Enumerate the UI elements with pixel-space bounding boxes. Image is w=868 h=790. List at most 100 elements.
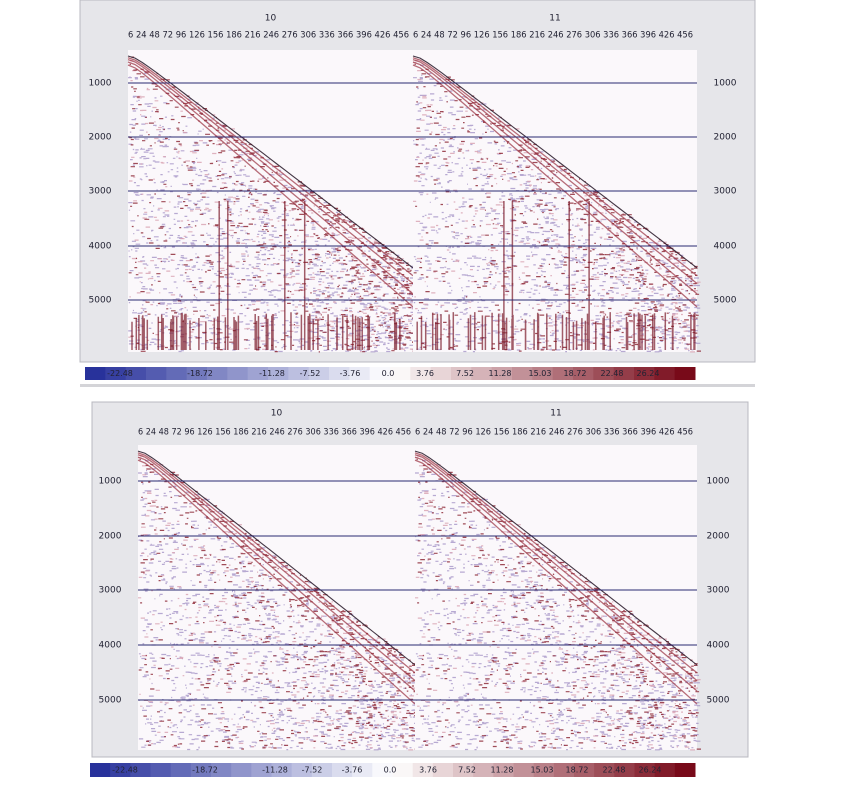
colorbar-swatch	[513, 763, 535, 777]
seismic-event	[414, 450, 698, 666]
colorbar-swatch	[493, 763, 514, 777]
colorbar-label: 22.48	[601, 369, 624, 378]
seismic-event	[412, 58, 698, 285]
seismic-event	[414, 459, 698, 705]
colorbar-swatch	[349, 367, 371, 380]
colorbar-label: 3.76	[416, 369, 434, 378]
depth-label: 3000	[707, 586, 730, 596]
colorbar-label: -22.48	[107, 369, 133, 378]
colorbar-label: -3.76	[340, 369, 361, 378]
colorbar-swatch	[369, 367, 391, 380]
colorbar-swatch	[471, 367, 493, 380]
gather-label: 10	[271, 409, 283, 419]
noise-stripes	[131, 201, 401, 350]
seismic-event	[414, 456, 698, 692]
colorbar-swatch	[512, 367, 533, 380]
colorbar-swatch	[186, 367, 208, 380]
depth-label: 4000	[89, 242, 112, 252]
depth-label: 3000	[89, 187, 112, 197]
colorbar-swatch	[291, 763, 313, 777]
colorbar-swatch	[674, 367, 696, 380]
depth-label: 3000	[714, 187, 737, 197]
offset-labels: 6 24 48 72 96 126 156 186 216 246 276 30…	[128, 31, 409, 41]
offset-labels: 6 24 48 72 96 126 156 186 216 246 276 30…	[413, 31, 693, 41]
gather-plot	[415, 445, 697, 750]
colorbar-label: 18.72	[566, 766, 589, 775]
colorbar-swatch	[574, 763, 595, 777]
colorbar-swatch	[553, 763, 575, 777]
seismic-texture	[128, 72, 417, 353]
gather-plot	[413, 50, 697, 352]
offset-labels: 6 24 48 72 96 126 156 186 216 246 276 30…	[138, 428, 411, 438]
seismic-event	[412, 64, 698, 308]
colorbar-label: -18.72	[187, 369, 213, 378]
colorbar-swatch	[613, 367, 635, 380]
depth-label: 1000	[707, 477, 730, 487]
depth-label: 4000	[99, 641, 122, 651]
colorbar-swatch	[654, 763, 676, 777]
colorbar-swatch	[170, 763, 192, 777]
colorbar-label: 26.24	[637, 369, 660, 378]
seismic-event	[127, 55, 414, 269]
colorbar-swatch	[552, 367, 574, 380]
seismic-event	[137, 452, 416, 674]
colorbar-swatch	[573, 367, 594, 380]
colorbar-swatch	[146, 367, 167, 380]
colorbar-label: -3.76	[342, 766, 363, 775]
colorbar-swatch	[125, 367, 147, 380]
colorbar-swatch	[90, 763, 111, 777]
colorbar-label: -18.72	[192, 766, 218, 775]
colorbar-swatch	[410, 367, 432, 380]
depth-label: 1000	[89, 79, 112, 89]
seismic-event	[127, 64, 414, 308]
colorbar-swatch	[634, 367, 655, 380]
colorbar-swatch	[268, 367, 289, 380]
gather-label: 11	[549, 14, 560, 24]
seismic-event	[412, 57, 698, 277]
colorbar-swatch	[311, 763, 333, 777]
colorbar-swatch	[654, 367, 676, 380]
depth-label: 2000	[89, 133, 112, 143]
colorbar-label: 15.03	[531, 766, 554, 775]
depth-label: 5000	[707, 696, 730, 706]
colorbar-swatch	[451, 367, 472, 380]
colorbar-label: 18.72	[564, 369, 587, 378]
seismic-event	[137, 450, 416, 666]
depth-label: 4000	[707, 641, 730, 651]
colorbar-label: 22.48	[603, 766, 626, 775]
seismic-event	[137, 454, 416, 682]
colorbar-label: 15.03	[529, 369, 552, 378]
colorbar-swatch	[491, 367, 513, 380]
gather-plot	[138, 445, 415, 750]
colorbar-label: 7.52	[458, 766, 476, 775]
colorbar-swatch	[390, 367, 411, 380]
colorbar-label: -11.28	[262, 766, 288, 775]
seismic-event	[412, 55, 698, 269]
colorbar-swatch	[614, 763, 635, 777]
gather-label: 10	[265, 14, 277, 24]
seismic-event	[414, 454, 698, 682]
colorbar-swatch	[247, 367, 269, 380]
seismic-texture	[138, 460, 419, 751]
colorbar-swatch	[532, 367, 554, 380]
gather-label: 11	[550, 409, 561, 419]
colorbar-swatch	[432, 763, 454, 777]
colorbar-swatch	[473, 763, 494, 777]
seismic-event	[412, 61, 698, 295]
depth-label: 1000	[99, 477, 122, 487]
colorbar-swatch	[352, 763, 373, 777]
colorbar-swatch	[105, 367, 127, 380]
seismic-event	[127, 57, 414, 277]
seismic-event	[137, 456, 416, 692]
colorbar-swatch	[329, 367, 350, 380]
colorbar-swatch	[453, 763, 474, 777]
colorbar-label: 11.28	[491, 766, 514, 775]
colorbar-swatch	[166, 367, 188, 380]
depth-label: 5000	[714, 296, 737, 306]
depth-label: 4000	[714, 242, 737, 252]
seismic-event	[127, 61, 414, 295]
depth-label: 5000	[99, 696, 122, 706]
colorbar-swatch	[85, 367, 106, 380]
colorbar-swatch	[594, 763, 615, 777]
colorbar-label: 26.24	[639, 766, 662, 775]
